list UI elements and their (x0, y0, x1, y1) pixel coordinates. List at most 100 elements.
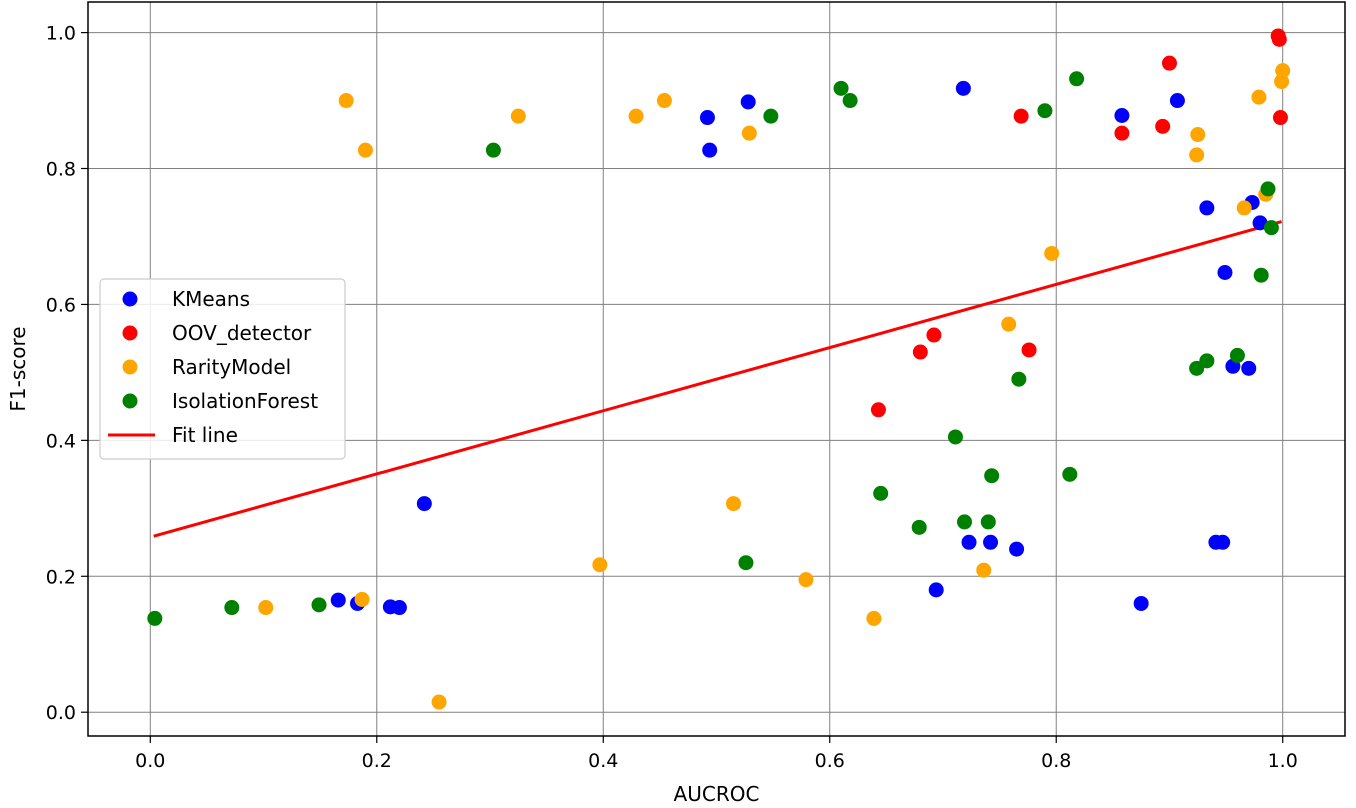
legend-label: OOV_detector (172, 321, 312, 345)
x-tick-label: 1.0 (1268, 750, 1298, 772)
y-tick-label: 0.8 (46, 159, 76, 181)
data-point (957, 514, 973, 530)
series-kmeans (330, 80, 1268, 616)
data-point (1190, 127, 1206, 143)
data-point (1189, 147, 1205, 163)
legend-box (99, 278, 346, 460)
data-point (1062, 466, 1078, 482)
series-isolationforest (147, 71, 1279, 626)
data-point (416, 496, 432, 512)
data-point (870, 402, 886, 418)
data-point (311, 597, 327, 613)
data-point (738, 555, 754, 571)
data-point (1069, 71, 1085, 87)
data-point (928, 582, 944, 598)
data-point (1260, 181, 1276, 197)
data-point (1199, 200, 1215, 216)
data-point (947, 429, 963, 445)
data-point (911, 519, 927, 535)
data-point (1009, 541, 1025, 557)
data-point (1236, 200, 1252, 216)
data-point (485, 142, 501, 158)
data-point (1169, 93, 1185, 109)
data-point (510, 108, 526, 124)
legend-label: Fit line (172, 423, 238, 447)
data-point (258, 600, 274, 616)
legend-marker (122, 393, 138, 409)
x-tick-label: 0.0 (135, 750, 165, 772)
data-point (1037, 103, 1053, 119)
data-point (1044, 245, 1060, 261)
data-point (866, 610, 882, 626)
legend: KMeans OOV_detector RarityModel IsolationFo… (99, 278, 346, 460)
data-point (1114, 125, 1130, 141)
data-point (1133, 595, 1149, 611)
data-point (1241, 360, 1257, 376)
data-point (961, 534, 977, 550)
plot-frame (87, 1, 1346, 737)
data-point (1263, 220, 1279, 236)
fit-line-layer (153, 220, 1282, 538)
data-point (1161, 55, 1177, 71)
y-axis-label: F1-score (6, 326, 30, 411)
x-tick-label: 0.8 (1041, 750, 1071, 772)
data-point (1252, 215, 1268, 231)
data-point (1215, 534, 1231, 550)
y-tick-label: 0.2 (46, 566, 76, 588)
data-point (1275, 63, 1291, 79)
data-point (1021, 342, 1037, 358)
data-point (1229, 347, 1245, 363)
data-point (833, 80, 849, 96)
data-point (431, 694, 447, 710)
data-point (592, 557, 608, 573)
y-tick-label: 0.0 (46, 702, 76, 724)
data-point (330, 592, 346, 608)
axis-ticks: 0.0 0.2 0.4 0.6 0.8 1.0 0.0 0.2 0.4 0.6 0.8 1.0 (46, 23, 1298, 772)
legend-marker (122, 325, 138, 341)
data-point (984, 468, 1000, 484)
data-point (354, 591, 370, 607)
series-raritymodel (258, 63, 1291, 710)
data-point (1253, 267, 1269, 283)
y-tick-label: 1.0 (46, 23, 76, 45)
data-point (1274, 74, 1290, 90)
x-tick-label: 0.4 (588, 750, 618, 772)
data-point (628, 108, 644, 124)
series-oov-detector (870, 28, 1288, 418)
data-point (1271, 31, 1287, 47)
data-point (798, 572, 814, 588)
data-point (983, 534, 999, 550)
data-point (702, 142, 718, 158)
data-point (976, 562, 992, 578)
legend-marker (122, 359, 138, 375)
y-tick-label: 0.6 (46, 294, 76, 316)
data-point (1114, 107, 1130, 123)
data-point (1011, 371, 1027, 387)
data-point (338, 93, 354, 109)
data-point (1013, 108, 1029, 124)
y-tick-label: 0.4 (46, 430, 76, 452)
legend-label: KMeans (172, 287, 250, 311)
data-point (1155, 118, 1171, 134)
data-point (740, 94, 756, 110)
data-point (147, 610, 163, 626)
data-point (1199, 353, 1215, 369)
data-point (873, 485, 889, 501)
data-point (1001, 316, 1017, 332)
data-point (955, 80, 971, 96)
data-point (656, 93, 672, 109)
data-point (741, 125, 757, 141)
data-point (763, 108, 779, 124)
data-point (1217, 264, 1233, 280)
data-point (980, 514, 996, 530)
x-tick-label: 0.2 (362, 750, 392, 772)
fit-line (153, 220, 1282, 538)
data-point (699, 110, 715, 126)
legend-label: RarityModel (172, 355, 291, 379)
data-point (912, 344, 928, 360)
legend-label: IsolationForest (172, 389, 318, 413)
data-point (1251, 89, 1267, 105)
data-point (842, 93, 858, 109)
data-points (147, 28, 1291, 710)
